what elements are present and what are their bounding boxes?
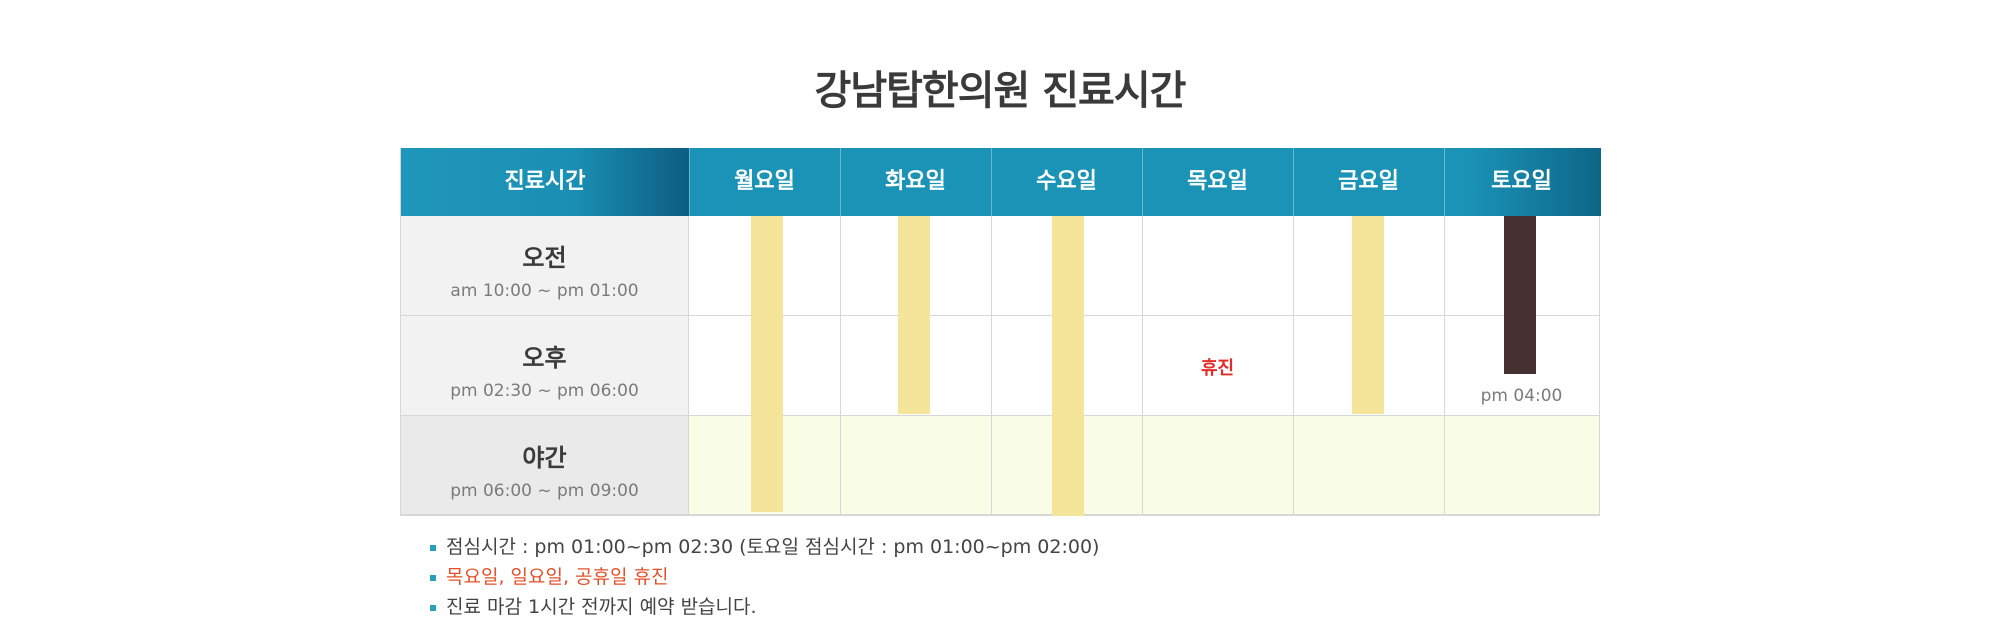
header-saturday: 토요일 [1491,169,1552,194]
column-divider [840,216,841,514]
label-night: 야간 pm 06:00 ~ pm 09:00 [401,416,689,514]
header-tuesday: 화요일 [885,169,946,194]
schedule-table: 진료시간 월요일 화요일 수요일 목요일 금요일 토요일 오전 am 10:00… [400,148,1601,516]
row-divider [401,415,1599,416]
note-lunch-text: 점심시간 : pm 01:00~pm 02:30 (토요일 점심시간 : pm … [446,536,1100,558]
column-divider [1142,216,1143,514]
header-divider [1444,148,1445,216]
bar-saturday [1504,216,1536,374]
header-friday: 금요일 [1338,169,1399,194]
table-header: 진료시간 월요일 화요일 수요일 목요일 금요일 토요일 [401,148,1601,216]
morning-name: 오전 [522,244,567,272]
note-closed-text: 목요일, 일요일, 공휴일 휴진 [446,566,669,588]
note-reservation-text: 진료 마감 1시간 전까지 예약 받습니다. [446,596,757,618]
header-thursday: 목요일 [1187,169,1248,194]
bar-friday [1352,216,1384,414]
bullet-icon [430,545,436,551]
night-time: pm 06:00 ~ pm 09:00 [450,481,639,501]
bar-tuesday [898,216,930,414]
header-divider [1142,148,1143,216]
row-divider [401,315,1599,316]
page-title: 강남탑한의원 진료시간 [814,68,1187,114]
column-divider [1444,216,1445,514]
night-name: 야간 [522,444,567,472]
note-reservation: 진료 마감 1시간 전까지 예약 받습니다. [430,592,1099,622]
header-divider [689,148,690,216]
afternoon-time: pm 02:30 ~ pm 06:00 [450,381,639,401]
bullet-icon [430,605,436,611]
saturday-end-time: pm 04:00 [1480,386,1563,406]
notes-list: 점심시간 : pm 01:00~pm 02:30 (토요일 점심시간 : pm … [430,532,1099,622]
bar-monday [751,216,783,512]
morning-time: am 10:00 ~ pm 01:00 [450,281,639,301]
afternoon-name: 오후 [522,344,567,372]
label-afternoon: 오후 pm 02:30 ~ pm 06:00 [401,316,689,416]
note-closed-days: 목요일, 일요일, 공휴일 휴진 [430,562,1099,592]
header-wednesday: 수요일 [1036,169,1097,194]
header-divider [1293,148,1294,216]
note-lunch: 점심시간 : pm 01:00~pm 02:30 (토요일 점심시간 : pm … [430,532,1099,562]
header-divider [991,148,992,216]
header-monday: 월요일 [734,169,795,194]
bullet-icon [430,575,436,581]
column-divider [1293,216,1294,514]
label-morning: 오전 am 10:00 ~ pm 01:00 [401,216,689,316]
header-divider [840,148,841,216]
header-label: 진료시간 [401,148,689,216]
column-divider [991,216,992,514]
thursday-closed: 휴진 [1200,358,1235,379]
bar-wednesday [1052,216,1084,516]
